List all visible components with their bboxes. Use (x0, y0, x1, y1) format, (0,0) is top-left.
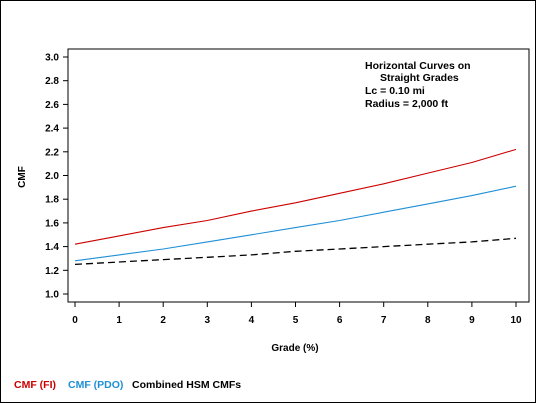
x-tick-label: 5 (293, 315, 299, 326)
legend: CMF (FI) CMF (PDO) Combined HSM CMFs (14, 379, 241, 391)
legend-item-fi: CMF (FI) (14, 379, 56, 391)
y-axis-ticks: 1.0 1.2 1.4 1.6 1.8 2.0 2.2 2.4 2.6 2.8 3.0 (45, 53, 68, 301)
x-tick-label: 8 (425, 315, 431, 326)
plot-area (67, 48, 530, 303)
y-tick-label: 1.0 (45, 290, 59, 301)
annotation-line-4: Radius = 2,000 ft (365, 98, 449, 110)
x-tick-label: 1 (116, 315, 122, 326)
annotation-line-1: Horizontal Curves on (365, 60, 471, 72)
y-tick-label: 1.6 (45, 218, 59, 229)
x-tick-label: 4 (249, 315, 255, 326)
x-tick-label: 3 (205, 315, 211, 326)
y-tick-label: 1.8 (45, 195, 59, 206)
x-tick-label: 2 (160, 315, 166, 326)
x-tick-label: 7 (381, 315, 387, 326)
series-line-3 (74, 237, 517, 266)
y-tick-label: 2.2 (45, 147, 59, 158)
legend-item-pdo: CMF (PDO) (68, 379, 123, 391)
y-tick-label: 3.0 (45, 53, 59, 64)
legend-item-combined: Combined HSM CMFs (132, 379, 241, 391)
series-line-1 (74, 148, 517, 245)
annotation-box: Horizontal Curves on Straight Grades Lc … (365, 60, 471, 110)
annotation-line-3: Lc = 0.10 mi (365, 85, 425, 97)
x-axis-ticks: 0 1 2 3 4 5 6 7 8 9 10 (72, 302, 522, 326)
series-line-2 (74, 185, 517, 262)
annotation-line-2: Straight Grades (380, 72, 459, 84)
x-axis-label: Grade (%) (271, 343, 318, 354)
y-tick-label: 2.0 (45, 171, 59, 182)
y-axis-label: CMF (17, 166, 28, 188)
y-tick-label: 1.4 (45, 242, 59, 253)
x-tick-label: 9 (469, 315, 475, 326)
y-tick-label: 1.2 (45, 266, 59, 277)
x-tick-label: 10 (510, 315, 522, 326)
x-tick-label: 0 (72, 315, 78, 326)
x-tick-label: 6 (337, 315, 343, 326)
series-lines (74, 148, 517, 266)
y-tick-label: 2.4 (45, 124, 59, 135)
y-tick-label: 2.8 (45, 76, 59, 87)
y-tick-label: 2.6 (45, 100, 59, 111)
